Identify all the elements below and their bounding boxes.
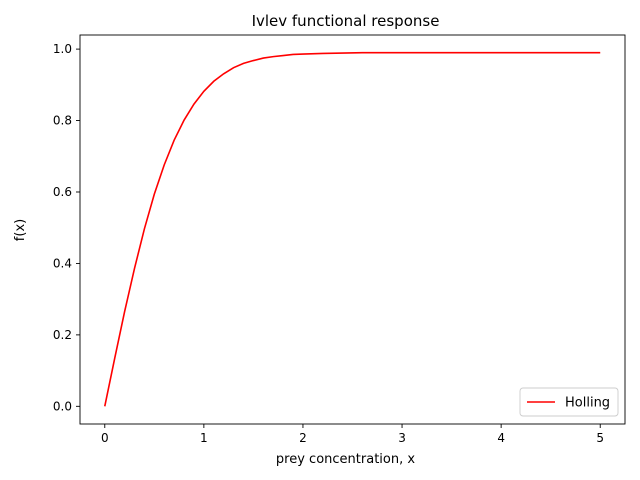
series-line-holling [103,51,601,407]
y-axis-label: f(x) [13,219,28,241]
chart-title: Ivlev functional response [252,12,440,30]
y-axis: 0.0 0.2 0.4 0.6 0.8 1.0 [53,42,80,413]
y-tick-label: 1.0 [53,42,72,56]
x-axis: 0 1 2 3 4 5 [101,424,604,445]
x-tick-label: 4 [497,431,505,445]
plot-area [79,34,626,425]
x-tick-label: 2 [299,431,307,445]
y-tick-label: 0.6 [53,185,72,199]
y-tick-label: 0.4 [53,256,72,270]
x-tick-label: 5 [596,431,604,445]
y-tick-label: 0.0 [53,399,72,413]
legend: Holling [519,387,619,417]
x-axis-label: prey concentration, x [276,452,415,467]
y-tick-label: 0.2 [53,328,72,342]
legend-box [519,387,619,417]
axes-frame [79,34,626,425]
x-tick-label: 0 [101,431,109,445]
x-tick-label: 1 [200,431,208,445]
legend-label-holling: Holling [565,396,610,411]
x-tick-label: 3 [398,431,406,445]
y-tick-label: 0.8 [53,114,72,128]
